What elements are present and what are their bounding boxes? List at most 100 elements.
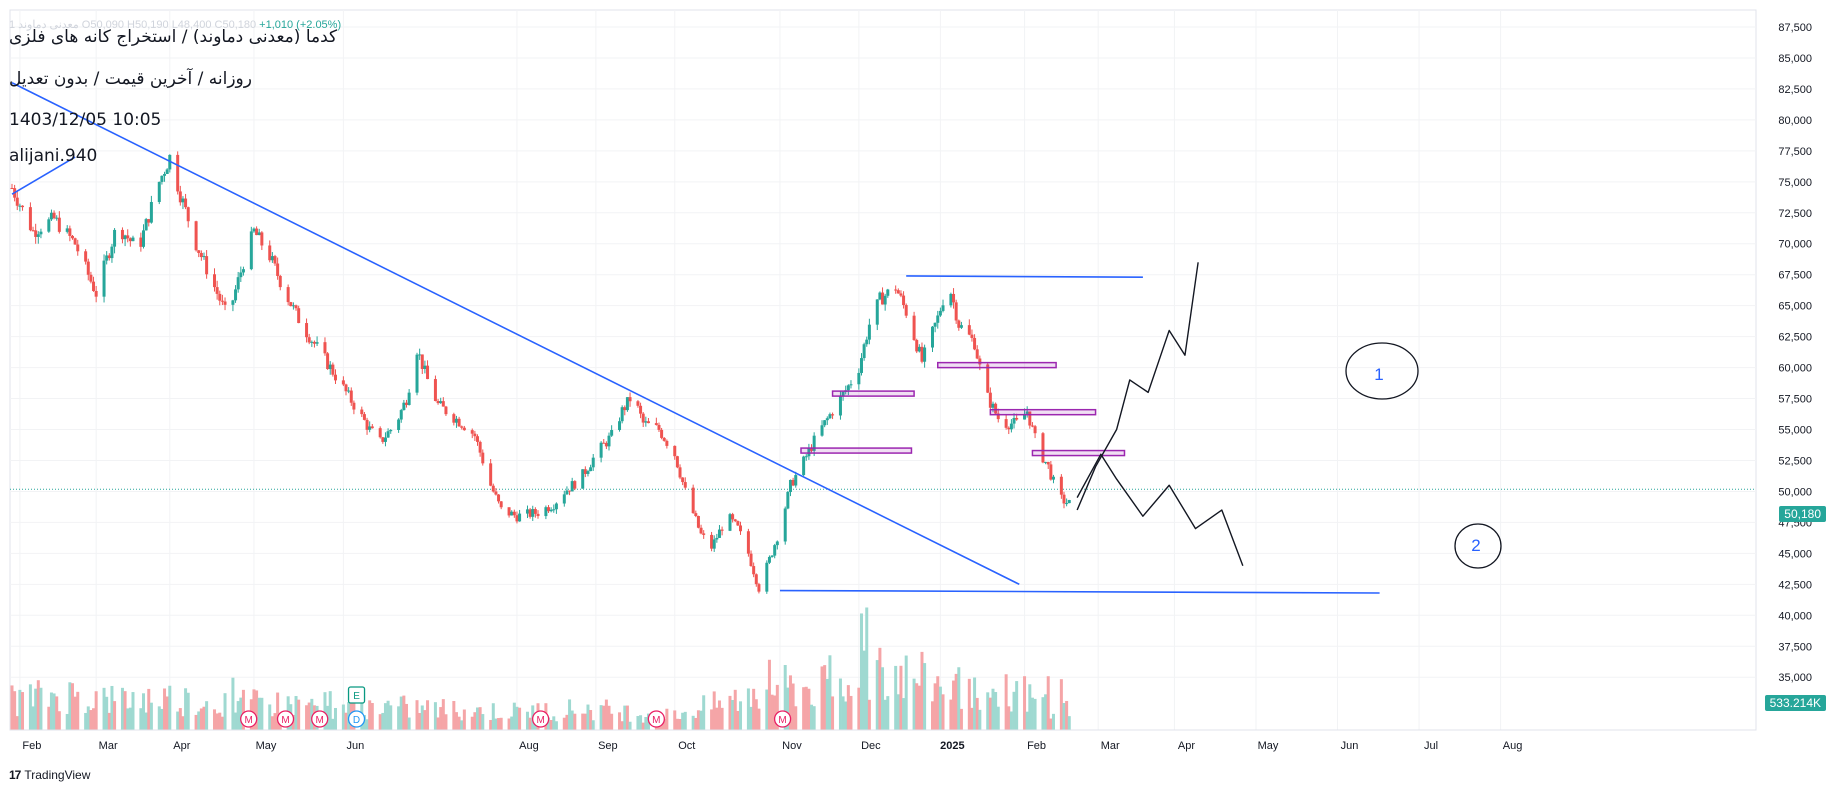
volume-bar [804, 686, 808, 730]
event-markers[interactable]: M M M E D M M M [240, 686, 792, 728]
time-axis[interactable]: Feb Mar Apr May Jun Aug Sep Oct Nov Dec 2025 Feb Mar… [10, 729, 1756, 752]
volume-bar [331, 718, 335, 730]
candle-body [973, 337, 977, 350]
candle-body [644, 421, 648, 423]
candle-body [883, 295, 887, 305]
candle-body [205, 256, 209, 275]
volume-bar [746, 688, 750, 730]
volume-bar [213, 709, 217, 730]
candle-body [423, 365, 427, 369]
candle-body [39, 231, 43, 235]
price-axis[interactable]: 35,00037,50040,00042,50045,00047,50050,0… [1778, 22, 1812, 684]
volume-bar [389, 705, 393, 730]
volume-bar [838, 678, 842, 730]
candle-body [184, 198, 188, 208]
volume-bar [528, 717, 532, 730]
time-tick-label: Apr [1178, 740, 1195, 752]
chart-datetime: 1403/12/05 10:05 [9, 110, 162, 130]
candle-body [110, 246, 114, 259]
volume-bar [859, 613, 863, 730]
drawings[interactable]: 12 [11, 82, 1502, 594]
candle-body [802, 456, 806, 476]
candle-body [828, 414, 832, 419]
volume-bar [365, 719, 369, 730]
candle-body [1015, 417, 1019, 420]
volume-bar [1044, 694, 1048, 730]
volume-bar [110, 685, 114, 730]
candle-body [646, 421, 650, 424]
volume-bar [581, 713, 585, 730]
volume-bar [328, 691, 332, 730]
candle-body [510, 511, 514, 516]
volume-bar [825, 678, 829, 730]
trend-line [11, 82, 1020, 586]
candle-body [291, 305, 295, 307]
candle-body [936, 315, 940, 323]
volume-bar [423, 710, 427, 730]
candle-body [554, 503, 558, 510]
candle-body [470, 430, 474, 434]
price-tick-label: 72,500 [1778, 208, 1812, 220]
candle-body [341, 380, 345, 385]
volume-bar [36, 680, 40, 730]
volume-bar [518, 707, 522, 730]
candle-body [1051, 476, 1055, 480]
candle-body [231, 300, 235, 305]
candle-body [565, 490, 569, 495]
volume-bar [988, 697, 992, 730]
volume-bar [147, 688, 151, 730]
candle-body [1044, 461, 1048, 463]
candle-body [1062, 494, 1066, 504]
volume-bar [142, 693, 145, 730]
volume-bar [407, 717, 411, 730]
volume-bar [952, 680, 956, 730]
volume-bar [28, 684, 32, 730]
candle-body [389, 429, 393, 432]
candle-body [620, 407, 624, 422]
volume-bar [602, 705, 606, 730]
candle-body [107, 255, 111, 259]
volume-bar [749, 706, 753, 730]
volume-bar [823, 665, 827, 730]
candle-body [583, 469, 587, 474]
volume-bar [675, 718, 679, 730]
volume-bar [305, 705, 309, 730]
volume-bar [896, 694, 900, 730]
volume-bar [849, 695, 853, 730]
candle-body [202, 256, 206, 258]
volume-bar [1007, 706, 1011, 730]
tradingview-brand[interactable]: 17 TradingView [9, 768, 90, 782]
candle-body [1046, 461, 1050, 465]
candle-body [1030, 425, 1034, 427]
volume-bar [920, 651, 924, 730]
candle-body [699, 527, 703, 534]
volume-bar [894, 665, 898, 730]
candle-body [307, 337, 311, 343]
candle-body [70, 235, 74, 239]
price-tick-label: 50,000 [1778, 486, 1812, 498]
candle-body [518, 513, 522, 522]
volume-bar [57, 711, 61, 730]
candle-body [773, 545, 777, 556]
candle-body [862, 344, 866, 359]
volume-bar [255, 690, 259, 730]
volume-bar [378, 714, 382, 730]
volume-bar [55, 696, 59, 730]
candlesticks [10, 151, 1071, 594]
candle-body [804, 456, 808, 458]
volume-bar [846, 685, 850, 730]
candle-body [949, 293, 953, 306]
candle-body [810, 448, 814, 451]
candle-body [994, 403, 998, 414]
candle-body [234, 289, 238, 301]
candle-body [899, 293, 903, 296]
volume-bar [1009, 711, 1013, 730]
volume-bar [297, 699, 301, 730]
volume-bar [94, 691, 98, 730]
candle-body [512, 511, 516, 516]
candle-body [952, 293, 956, 303]
time-tick-label: Mar [1101, 740, 1120, 752]
volume-bar [765, 689, 769, 730]
volume-bar [68, 682, 72, 730]
